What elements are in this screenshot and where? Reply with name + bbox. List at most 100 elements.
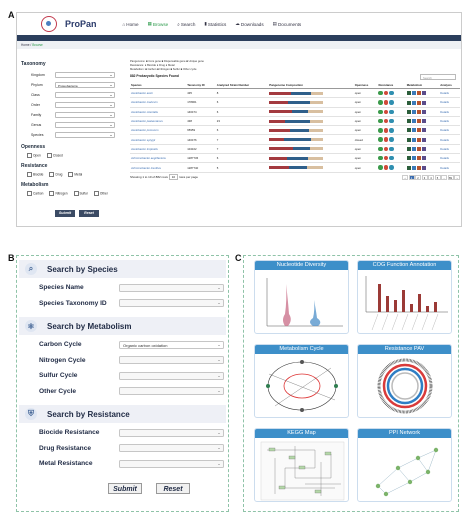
card-resistance-pav[interactable]: Resistance PAV <box>357 344 452 418</box>
drug-icon <box>383 128 389 133</box>
details-link[interactable]: Details <box>439 107 460 117</box>
details-link[interactable]: Details <box>439 153 460 164</box>
sulfur-checkbox[interactable]: Sulfur <box>74 191 88 196</box>
showing-text: Showing 1 to 10 of 882 rows <box>130 175 168 180</box>
filter-genus: Genus <box>21 120 127 130</box>
other-cycle-select[interactable] <box>119 387 224 396</box>
field-sulfur-cycle: Sulfur Cycle <box>17 368 228 384</box>
page-next[interactable]: › <box>454 174 460 180</box>
card-ppi-network[interactable]: PPI Network <box>357 428 452 502</box>
reset-button[interactable]: Reset <box>79 210 99 217</box>
search-form-panel: ⌕ Search by Species Species Name Species … <box>16 255 229 512</box>
page-last[interactable]: 89 <box>447 174 454 180</box>
card-cog-annotation[interactable]: COG Function Annotation <box>357 260 452 334</box>
nav-search[interactable]: ⌕ Search <box>177 21 196 27</box>
drug-icon <box>383 165 389 170</box>
species-link[interactable]: Achromobacter aegrifaciens <box>130 153 187 164</box>
details-link[interactable]: Details <box>439 134 460 145</box>
drug-icon <box>383 100 389 105</box>
species-link[interactable]: Acetobacter orientalis <box>130 107 187 117</box>
panel-label-c: C <box>235 253 242 263</box>
nav-home[interactable]: ⌂ Home <box>122 21 139 27</box>
page-prev[interactable]: ‹ <box>402 174 408 180</box>
page-ellipsis: … <box>441 174 447 180</box>
drug-checkbox[interactable]: Drug <box>49 172 62 177</box>
species-link[interactable]: Acetobacter tropicalis <box>130 144 187 155</box>
species-link[interactable]: Acetobacter aceti <box>130 88 187 99</box>
carbon-cycle-select[interactable]: Organic carbon oxidation <box>119 340 224 349</box>
species-select[interactable] <box>55 132 115 138</box>
metal-resistance-select[interactable] <box>119 459 224 468</box>
species-name-select[interactable] <box>119 283 224 292</box>
kingdom-select[interactable] <box>55 72 115 78</box>
nitrogen-cycle-select[interactable] <box>119 356 224 365</box>
legend-resistance: Resistance: ● Biocide ● Drug ● Metal <box>130 64 175 67</box>
page-2[interactable]: 2 <box>415 174 421 180</box>
details-link[interactable]: Details <box>439 144 460 155</box>
field-species-name: Species Name <box>17 280 228 296</box>
taxid-cell: 65959 <box>186 125 216 136</box>
closed-checkbox[interactable]: Closed <box>47 153 63 158</box>
submit-button[interactable]: Submit <box>55 210 75 217</box>
page-4[interactable]: 4 <box>428 174 434 180</box>
nav-documents[interactable]: ▤ Documents <box>272 21 302 27</box>
search-reset-button[interactable]: Reset <box>156 482 190 494</box>
documents-icon: ▤ <box>272 21 277 26</box>
per-page-select[interactable]: 10 <box>168 174 179 181</box>
page-5[interactable]: 5 <box>434 174 441 180</box>
genus-select[interactable] <box>55 122 115 128</box>
class-select[interactable] <box>55 92 115 98</box>
nitrogen-checkbox[interactable]: Nitrogen <box>49 191 67 196</box>
family-select[interactable] <box>55 112 115 118</box>
other-checkbox[interactable]: Other <box>94 191 108 196</box>
card-nucleotide-diversity[interactable]: Nucleotide Diversity <box>254 260 349 334</box>
strain-count-cell: 6 <box>215 97 269 108</box>
search-submit-button[interactable]: Submit <box>108 482 142 494</box>
crumb-home[interactable]: Home <box>21 43 30 47</box>
order-select[interactable] <box>55 102 115 108</box>
table-search-input[interactable]: Search <box>420 74 456 80</box>
col-species[interactable]: Species <box>130 82 187 89</box>
phylum-select[interactable]: Proteobacteria <box>55 82 115 88</box>
col-strains[interactable]: Analyzed Strain Number <box>215 82 269 89</box>
open-checkbox[interactable]: Open <box>27 153 41 158</box>
sulfur-icon <box>416 100 421 105</box>
card-metabolism-cycle[interactable]: Metabolism Cycle <box>254 344 349 418</box>
nav-downloads[interactable]: ☁ Downloads <box>235 21 264 27</box>
species-link[interactable]: Acetobacter pasteurianus <box>130 116 187 127</box>
details-link[interactable]: Details <box>439 97 460 108</box>
carbon-checkbox[interactable]: Carbon <box>27 191 43 196</box>
metal-checkbox[interactable]: Metal <box>68 172 82 177</box>
sulfur-icon <box>416 91 421 96</box>
card-kegg-map[interactable]: KEGG Map <box>254 428 349 502</box>
species-link[interactable]: Acetobacter malorum <box>130 97 187 108</box>
resistance-title: Resistance <box>21 163 48 169</box>
resistance-dots <box>377 153 406 164</box>
biocide-icon <box>378 100 383 105</box>
drug-resistance-select[interactable] <box>119 444 224 453</box>
biocide-resistance-select[interactable] <box>119 428 224 437</box>
species-link[interactable]: Acetobacter syzygii <box>130 134 187 145</box>
col-openness[interactable]: Openness <box>353 82 378 89</box>
strain-count-cell: 6 <box>215 107 269 117</box>
col-resistance: Resistance <box>377 82 406 89</box>
nav-browse[interactable]: ▦ Browse <box>147 21 169 27</box>
nav-statistics[interactable]: ▮ Statistics <box>204 21 227 27</box>
species-link[interactable]: Acetobacter pomorum <box>130 125 187 136</box>
openness-cell: open <box>353 116 378 127</box>
details-link[interactable]: Details <box>439 125 460 136</box>
details-link[interactable]: Details <box>439 162 460 173</box>
sulfur-cycle-select[interactable] <box>119 371 224 380</box>
col-taxid[interactable]: Taxonomy ID <box>186 82 216 89</box>
page-3[interactable]: 3 <box>421 174 428 180</box>
metabolism-squares <box>405 116 440 127</box>
core-segment <box>269 100 289 104</box>
details-link[interactable]: Details <box>439 116 460 127</box>
page-1[interactable]: 1 <box>408 174 415 180</box>
biocide-checkbox[interactable]: Biocide <box>27 172 43 177</box>
species-taxid-select[interactable] <box>119 299 224 308</box>
species-link[interactable]: Achromobacter insolitus <box>130 162 187 173</box>
other-cycle-icon <box>421 100 426 105</box>
details-link[interactable]: Details <box>439 88 460 99</box>
sulfur-icon <box>416 119 421 124</box>
